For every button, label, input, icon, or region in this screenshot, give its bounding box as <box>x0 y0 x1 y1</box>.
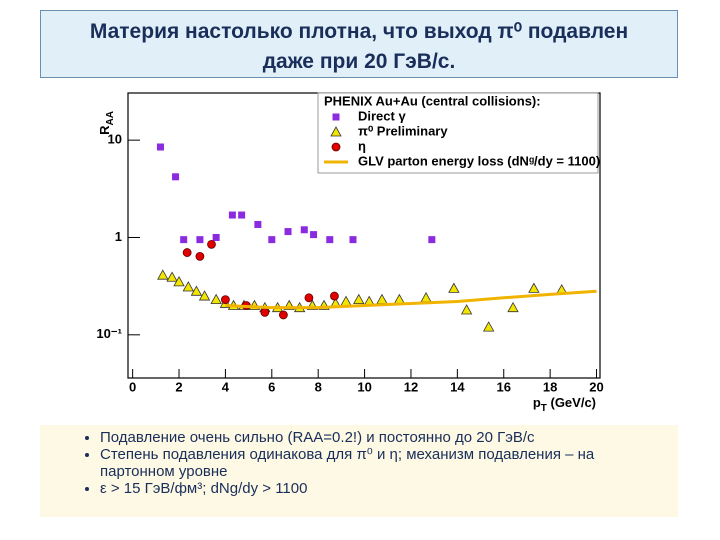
triangle-marker <box>340 295 352 306</box>
square-marker <box>326 236 334 244</box>
square-marker <box>284 228 292 236</box>
legend-marker <box>331 142 341 152</box>
square-marker <box>212 233 220 241</box>
circle-marker <box>330 291 339 301</box>
triangle-marker <box>393 293 406 305</box>
square-marker <box>196 236 204 244</box>
y-axis-label: RAA <box>97 111 115 135</box>
triangle-marker <box>460 304 473 315</box>
x-tick-label: 2 <box>175 379 182 394</box>
triangle-marker <box>198 290 211 301</box>
title-line: даже при 20 ГэВ/с. <box>262 50 456 73</box>
triangle-marker <box>173 276 185 287</box>
circle-marker <box>304 293 314 303</box>
x-tick-label: 8 <box>315 379 322 394</box>
x-tick-label: 14 <box>450 379 465 394</box>
title-box: Материя настолько плотна, что выход π⁰ п… <box>40 10 678 78</box>
x-axis-label: pT (GeV/c) <box>533 395 596 413</box>
triangle-marker <box>166 271 178 282</box>
triangle-marker <box>528 282 540 293</box>
legend-label: Direct γ <box>358 108 406 123</box>
triangle-marker <box>157 269 169 280</box>
x-label-sub: T <box>541 403 547 414</box>
x-tick-label: 10 <box>357 379 371 394</box>
legend-title: PHENIX Au+Au (central collisions): <box>324 93 541 108</box>
square-marker <box>349 236 357 244</box>
triangle-marker <box>210 293 222 305</box>
y-label-sub: AA <box>105 111 116 125</box>
x-tick-label: 0 <box>129 379 136 394</box>
square-marker <box>238 211 246 219</box>
y-label-main: R <box>97 125 112 135</box>
square-marker <box>268 236 276 244</box>
square-marker <box>300 226 308 234</box>
legend-label: π⁰ Preliminary <box>358 123 448 138</box>
square-marker <box>156 143 164 151</box>
bullet: ε > 15 ГэВ/фм³; dNg/dy > 1100 <box>100 480 670 497</box>
circle-marker <box>221 295 230 305</box>
x-tick-label: 18 <box>543 379 557 394</box>
square-marker <box>254 220 262 228</box>
square-marker <box>180 236 188 244</box>
x-tick-label: 16 <box>497 379 511 394</box>
triangle-marker <box>448 282 460 293</box>
bullet: Степень подавления одинакова для π⁰ и η;… <box>100 446 670 480</box>
bullet: Подавление очень сильно (RAA=0.2!) и пос… <box>100 429 670 446</box>
y-tick-label: 10 <box>108 132 122 147</box>
square-marker <box>428 236 436 244</box>
square-marker <box>172 173 180 181</box>
triangle-marker <box>507 301 519 313</box>
circle-marker <box>182 248 192 257</box>
x-label-main: p <box>533 395 541 410</box>
triangle-marker <box>190 285 203 296</box>
y-tick-label: 10⁻¹ <box>96 326 122 341</box>
title-line: Материя настолько плотна, что выход π⁰ п… <box>89 20 629 43</box>
legend-marker <box>332 113 340 121</box>
circle-marker <box>279 310 288 320</box>
square-marker <box>228 211 236 219</box>
x-label-rest: (GeV/c) <box>547 395 596 410</box>
square-marker <box>310 231 318 239</box>
circle-marker <box>260 307 270 317</box>
legend-box <box>317 92 599 174</box>
triangle-marker <box>376 293 388 305</box>
x-tick-label: 6 <box>268 379 275 394</box>
legend-label: GLV parton energy loss (dNᵍ/dy = 1100) <box>358 153 600 168</box>
circle-marker <box>207 239 216 249</box>
triangle-marker <box>353 293 365 305</box>
x-tick-label: 4 <box>222 379 230 394</box>
triangle-marker <box>482 321 495 332</box>
model-line <box>225 289 597 310</box>
y-tick-label: 1 <box>115 229 122 244</box>
legend-marker <box>330 126 342 137</box>
bullet-box: Подавление очень сильно (RAA=0.2!) и пос… <box>40 425 678 517</box>
circle-marker <box>195 251 205 261</box>
x-tick-label: 20 <box>589 379 603 394</box>
bullet-list: Подавление очень сильно (RAA=0.2!) и пос… <box>54 429 670 497</box>
legend-label: η <box>358 138 366 153</box>
triangle-marker <box>420 291 432 303</box>
triangle-marker <box>182 281 194 292</box>
x-tick-label: 12 <box>404 379 418 394</box>
